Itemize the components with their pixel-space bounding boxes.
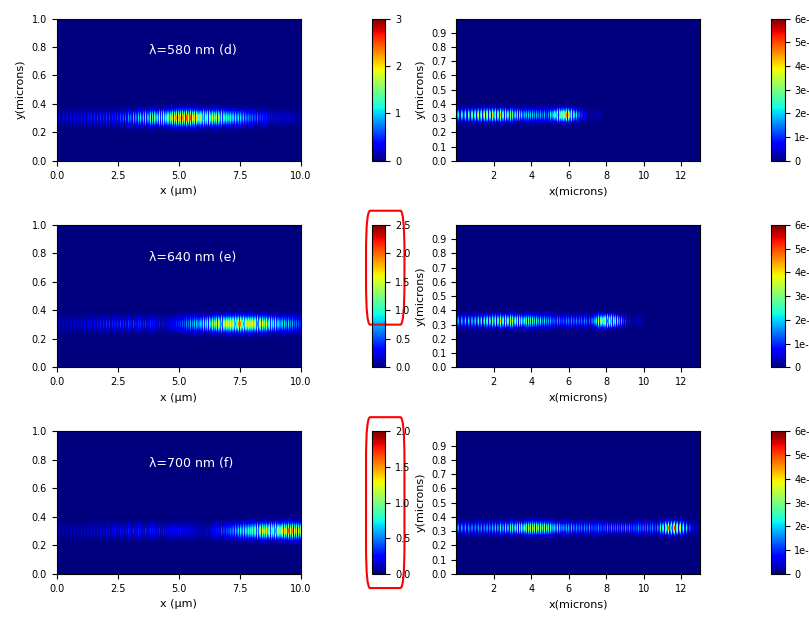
X-axis label: x (μm): x (μm): [160, 599, 197, 609]
X-axis label: x (μm): x (μm): [160, 392, 197, 403]
Y-axis label: y(microns): y(microns): [416, 473, 426, 532]
Text: λ=640 nm (e): λ=640 nm (e): [150, 251, 236, 263]
X-axis label: x(microns): x(microns): [549, 392, 608, 403]
X-axis label: x(microns): x(microns): [549, 599, 608, 609]
Y-axis label: y(microns): y(microns): [416, 60, 426, 120]
Text: λ=580 nm (d): λ=580 nm (d): [150, 44, 237, 57]
Y-axis label: y(microns): y(microns): [16, 60, 26, 120]
Y-axis label: y(microns): y(microns): [416, 267, 426, 326]
X-axis label: x(microns): x(microns): [549, 186, 608, 196]
Text: λ=700 nm (f): λ=700 nm (f): [150, 457, 234, 470]
X-axis label: x (μm): x (μm): [160, 186, 197, 196]
